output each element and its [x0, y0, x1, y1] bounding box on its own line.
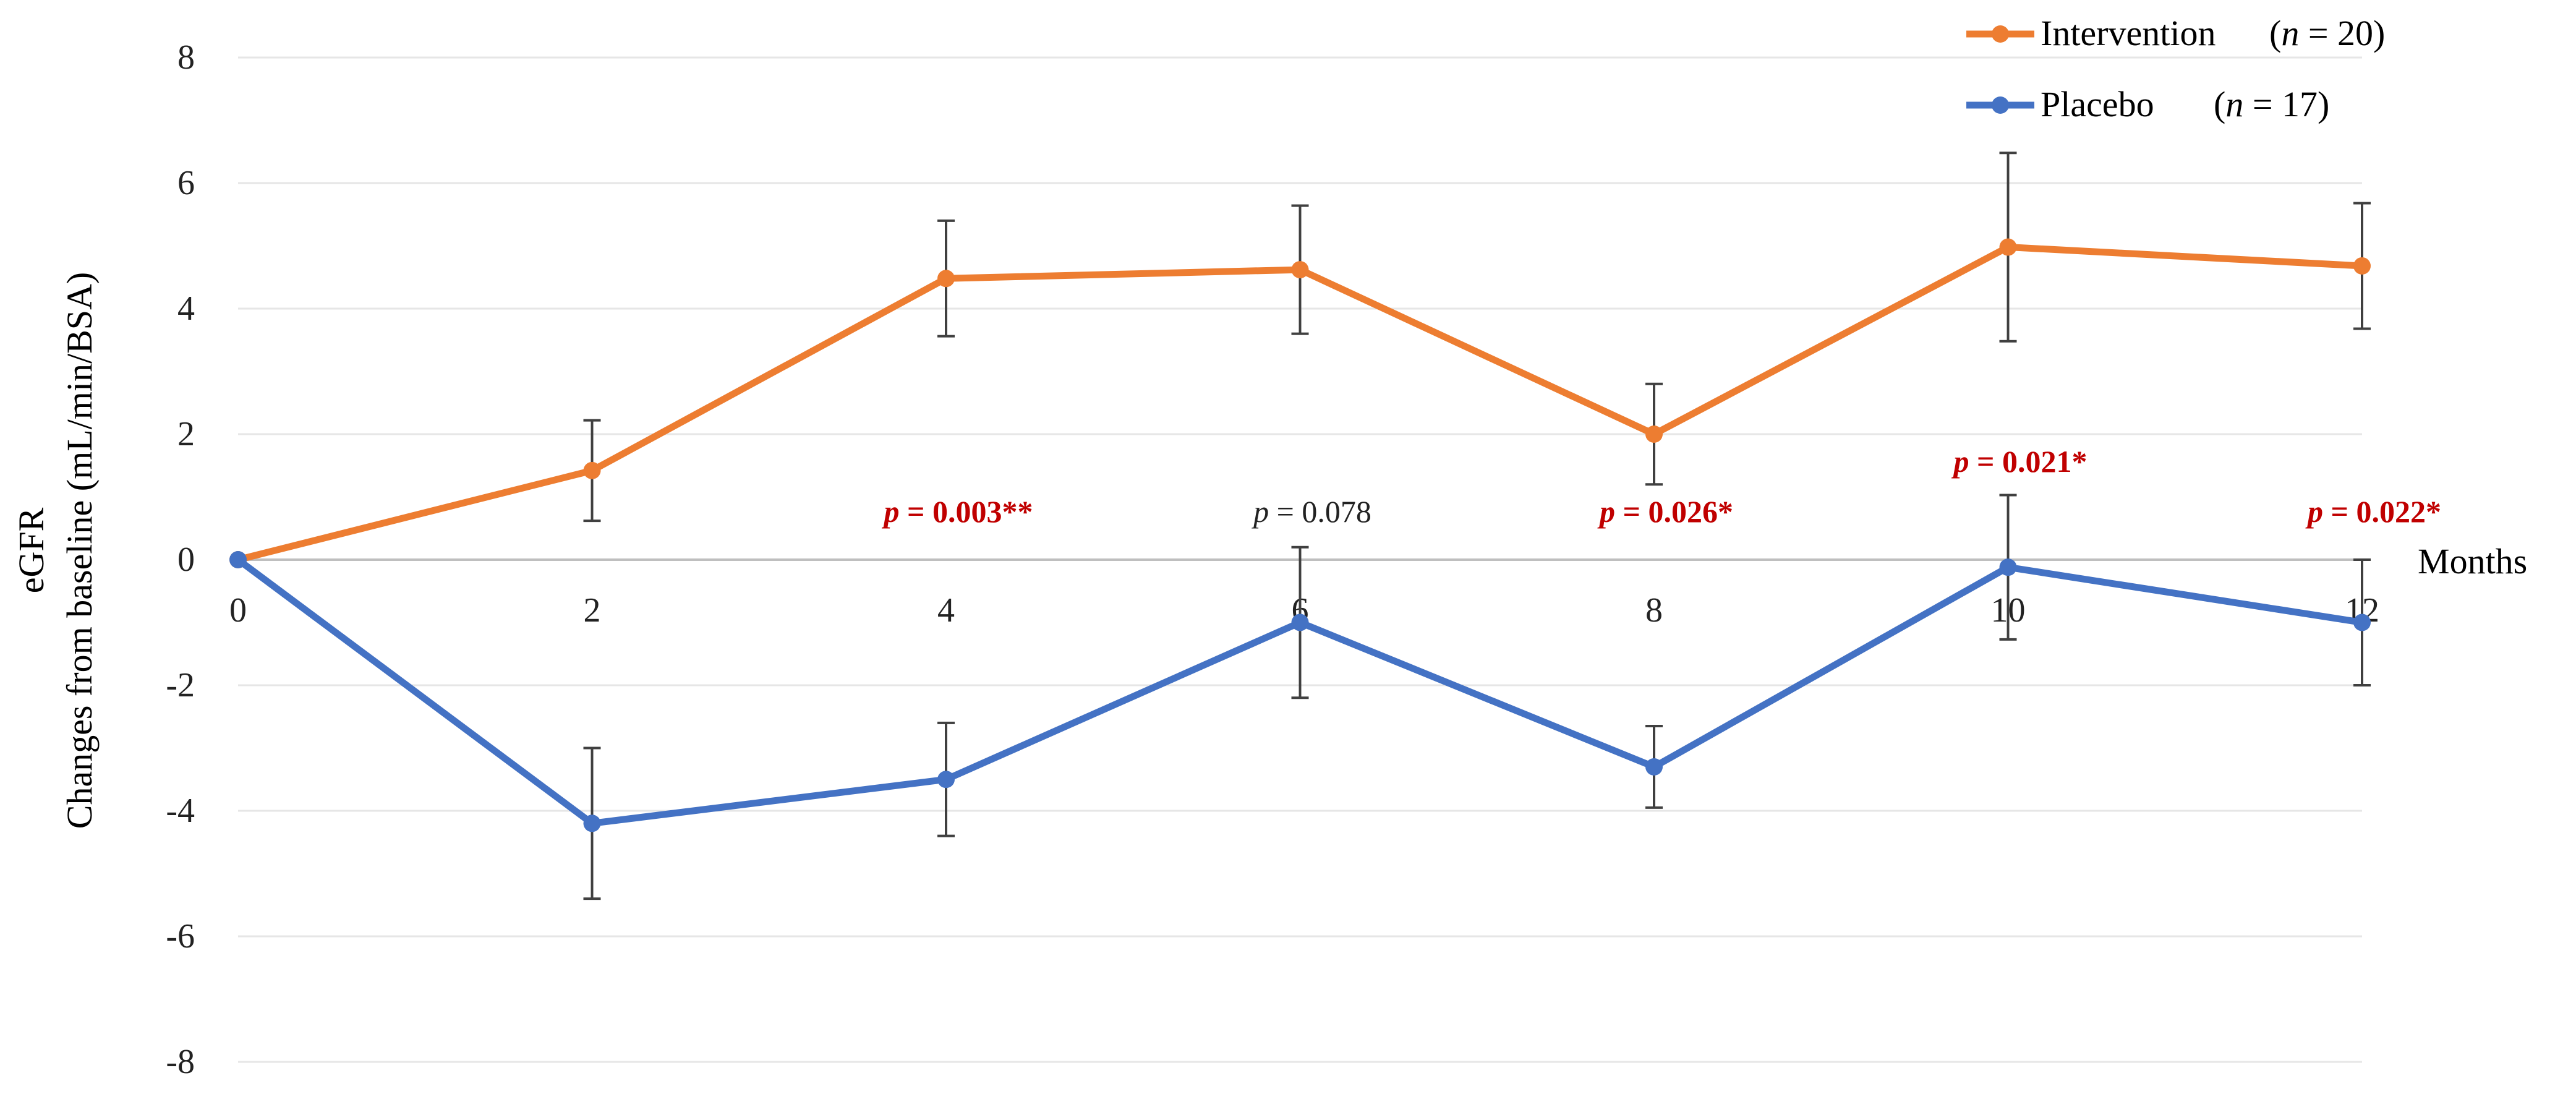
legend-label-intervention: Intervention — [2041, 13, 2216, 53]
y-tick-label: 0 — [177, 541, 195, 579]
y-tick-label: 6 — [177, 164, 195, 202]
annotation-layer: p = 0.003** p = 0.078 p = 0.026* p = 0.021*… — [882, 444, 2442, 529]
data-point-intervention — [1645, 425, 1663, 443]
legend: Intervention (n = 20) Placebo (n = 17) — [1966, 13, 2385, 124]
data-point-intervention — [1999, 238, 2017, 256]
x-tick-label: 8 — [1645, 591, 1663, 630]
legend-label-placebo: Placebo — [2041, 84, 2154, 124]
y-axis-title-line2: Changes from baseline (mL/min/BSA) — [59, 272, 100, 829]
y-tick-label: -2 — [166, 666, 195, 704]
data-point-intervention — [937, 270, 955, 288]
y-tick-label: -6 — [166, 917, 195, 956]
y-tick-label: -4 — [166, 792, 195, 830]
data-point-placebo — [583, 815, 601, 832]
y-axis-title-line1: eGFR — [11, 507, 51, 593]
data-point-placebo — [937, 771, 955, 789]
p-value-annotation: p = 0.003** — [882, 494, 1033, 529]
data-point-placebo — [1999, 558, 2017, 576]
legend-n-intervention: (n = 20) — [2269, 13, 2385, 53]
legend-n-placebo: (n = 17) — [2214, 84, 2329, 124]
p-value-annotation: p = 0.078 — [1252, 494, 1371, 529]
data-point-placebo — [1291, 614, 1309, 631]
y-tick-label: 4 — [177, 289, 195, 328]
y-tick-label: -8 — [166, 1043, 195, 1081]
series-layer — [229, 238, 2371, 832]
p-value-annotation: p = 0.021* — [1951, 444, 2088, 479]
legend-marker-placebo — [1992, 96, 2009, 114]
p-value-annotation: p = 0.022* — [2305, 494, 2441, 529]
x-tick-label: 0 — [229, 591, 247, 630]
x-tick-label: 4 — [937, 591, 955, 630]
data-point-placebo — [2353, 614, 2371, 631]
data-point-intervention — [1291, 261, 1309, 279]
p-value-annotation: p = 0.026* — [1597, 494, 1733, 529]
data-point-intervention — [2353, 257, 2371, 275]
y-tick-label: 2 — [177, 415, 195, 453]
x-axis-title: Months — [2418, 541, 2527, 581]
x-tick-label: 2 — [584, 591, 601, 630]
y-tick-label: 8 — [177, 38, 195, 77]
data-point-placebo — [1645, 758, 1663, 776]
error-bar-layer — [583, 152, 2371, 900]
data-point-placebo — [229, 551, 247, 568]
data-point-intervention — [583, 461, 601, 479]
legend-marker-intervention — [1992, 25, 2009, 43]
